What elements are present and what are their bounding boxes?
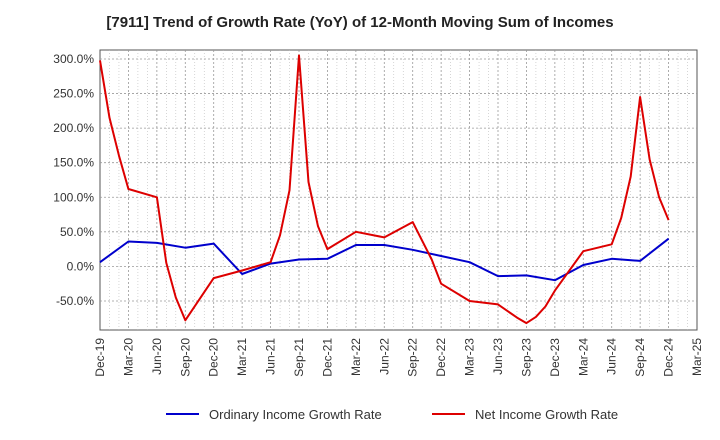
x-tick-label: Mar-22 [349,338,363,376]
x-tick-label: Mar-20 [121,338,135,376]
legend-label: Net Income Growth Rate [475,407,618,422]
x-tick-label: Mar-21 [235,338,249,376]
x-tick-label: Jun-21 [264,338,278,375]
x-tick-label: Mar-23 [463,338,477,376]
x-tick-label: Dec-19 [93,338,107,377]
x-tick-label: Dec-23 [548,338,562,377]
x-tick-label: Sep-23 [519,338,533,377]
x-tick-label: Jun-22 [377,338,391,375]
x-tick-label: Jun-23 [491,338,505,375]
x-tick-label: Mar-25 [690,338,704,376]
plot-area [99,49,698,331]
x-tick-label: Dec-20 [207,338,221,377]
y-tick-label: 300.0% [53,52,94,66]
y-tick-label: 0.0% [67,259,95,273]
x-tick-label: Dec-24 [662,338,676,377]
y-tick-label: 250.0% [53,87,94,101]
x-tick-label: Dec-21 [320,338,334,377]
x-tick-label: Dec-22 [434,338,448,377]
x-tick-label: Sep-20 [178,338,192,377]
x-tick-label: Jun-20 [150,338,164,375]
x-tick-label: Mar-24 [576,338,590,376]
y-tick-label: 50.0% [60,225,94,239]
y-tick-label: -50.0% [56,294,94,308]
legend-label: Ordinary Income Growth Rate [209,407,382,422]
x-tick-label: Jun-24 [605,338,619,375]
y-tick-label: 100.0% [53,190,94,204]
y-tick-label: 150.0% [53,156,94,170]
x-tick-label: Sep-24 [633,338,647,377]
chart-title: [7911] Trend of Growth Rate (YoY) of 12-… [106,14,614,31]
x-tick-label: Sep-22 [406,338,420,377]
y-tick-label: 200.0% [53,121,94,135]
x-tick-label: Sep-21 [292,338,306,377]
